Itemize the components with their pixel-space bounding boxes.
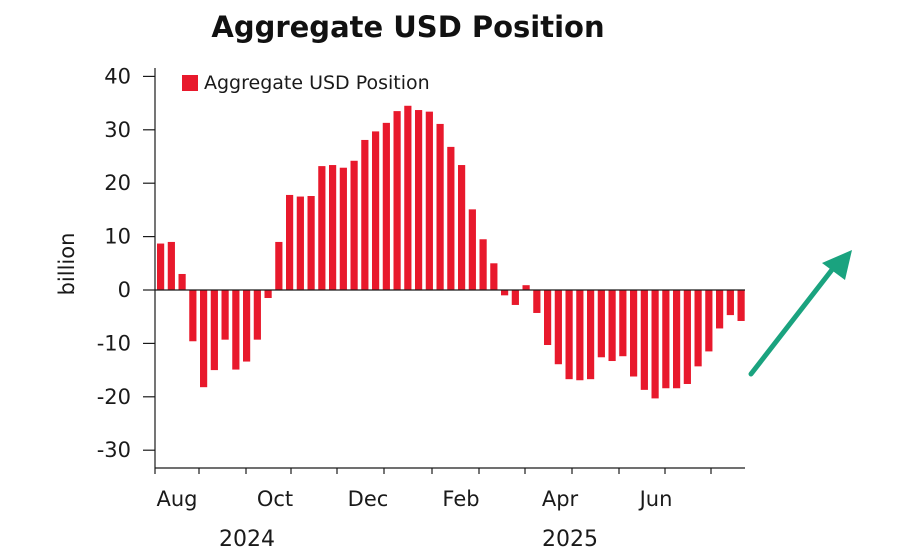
bar — [694, 290, 702, 367]
bar — [425, 111, 433, 290]
bar — [522, 285, 530, 290]
bar-series — [155, 105, 745, 399]
bar — [640, 290, 648, 390]
x-tick-label: Oct — [257, 487, 293, 511]
legend-swatch — [182, 75, 198, 91]
bar — [350, 160, 358, 290]
y-tick-label: 20 — [104, 171, 131, 195]
bar — [544, 290, 552, 346]
bar — [458, 165, 466, 290]
bar — [393, 111, 401, 290]
x-axis: Aug Oct Dec Feb Apr Jun 2024 2025 — [154, 68, 745, 552]
bar — [157, 243, 165, 290]
bar — [415, 110, 423, 291]
bar — [726, 290, 734, 316]
y-axis: 40 30 20 10 0 -10 -20 -30 — [97, 64, 155, 462]
bar — [339, 167, 347, 290]
bar — [673, 290, 681, 389]
y-tick-label: -30 — [97, 438, 131, 462]
y-tick-label: 0 — [118, 278, 131, 302]
bar — [619, 290, 627, 357]
bar — [382, 122, 390, 290]
bar — [232, 290, 240, 370]
legend: Aggregate USD Position — [182, 72, 430, 94]
bar — [554, 290, 562, 365]
x-tick-label: Aug — [156, 487, 197, 511]
bar — [210, 290, 218, 371]
bar — [576, 290, 584, 381]
bar — [243, 290, 251, 362]
bar — [447, 146, 455, 290]
chart-title: Aggregate USD Position — [211, 10, 605, 44]
bar — [253, 290, 261, 340]
bar — [716, 290, 724, 329]
trend-arrow-annotation — [748, 250, 852, 377]
bar — [200, 290, 208, 388]
bar — [533, 290, 541, 313]
y-axis-title: billion — [55, 233, 79, 296]
bar — [705, 290, 713, 352]
x-tick-label: Apr — [542, 487, 579, 511]
x-tick-label: Jun — [638, 487, 673, 511]
bar — [264, 290, 272, 299]
bar — [608, 290, 616, 362]
y-tick-label: 40 — [104, 64, 131, 88]
bar — [307, 196, 315, 290]
bar — [286, 194, 294, 290]
bar — [361, 139, 369, 290]
y-axis-title-group: billion — [55, 233, 79, 296]
x-tick-label: Feb — [442, 487, 479, 511]
bar — [167, 241, 175, 290]
trend-arrow-head — [822, 250, 852, 280]
x-tick-label: Dec — [348, 487, 389, 511]
bar — [511, 290, 519, 305]
bar — [683, 290, 691, 384]
y-tick-label: -10 — [97, 331, 131, 355]
bar — [490, 263, 498, 290]
bar — [296, 196, 304, 290]
bar — [318, 166, 326, 290]
bar — [565, 290, 573, 380]
bar — [221, 290, 229, 340]
y-tick-label: 10 — [104, 225, 131, 249]
bar — [662, 290, 670, 389]
bar — [737, 290, 745, 321]
x-year-label: 2025 — [542, 527, 598, 552]
trend-arrow-shaft — [748, 259, 841, 377]
bar — [275, 241, 283, 290]
bar — [178, 273, 186, 290]
bar — [329, 165, 337, 290]
bar — [501, 290, 509, 296]
y-tick-label: 30 — [104, 118, 131, 142]
x-year-label: 2024 — [219, 527, 275, 552]
bar — [404, 105, 412, 291]
bar — [587, 290, 595, 380]
bar — [597, 290, 605, 358]
bar — [189, 290, 197, 342]
bar — [372, 131, 380, 290]
y-tick-label: -20 — [97, 385, 131, 409]
legend-label: Aggregate USD Position — [204, 72, 430, 94]
bar — [479, 239, 487, 290]
bar — [436, 123, 444, 291]
bar — [468, 209, 476, 290]
bar — [630, 290, 638, 377]
bar — [651, 290, 659, 399]
